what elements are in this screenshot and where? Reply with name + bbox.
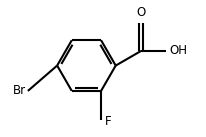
Text: F: F [105, 115, 111, 128]
Text: O: O [136, 6, 146, 19]
Text: OH: OH [169, 44, 187, 57]
Text: Br: Br [12, 84, 26, 97]
